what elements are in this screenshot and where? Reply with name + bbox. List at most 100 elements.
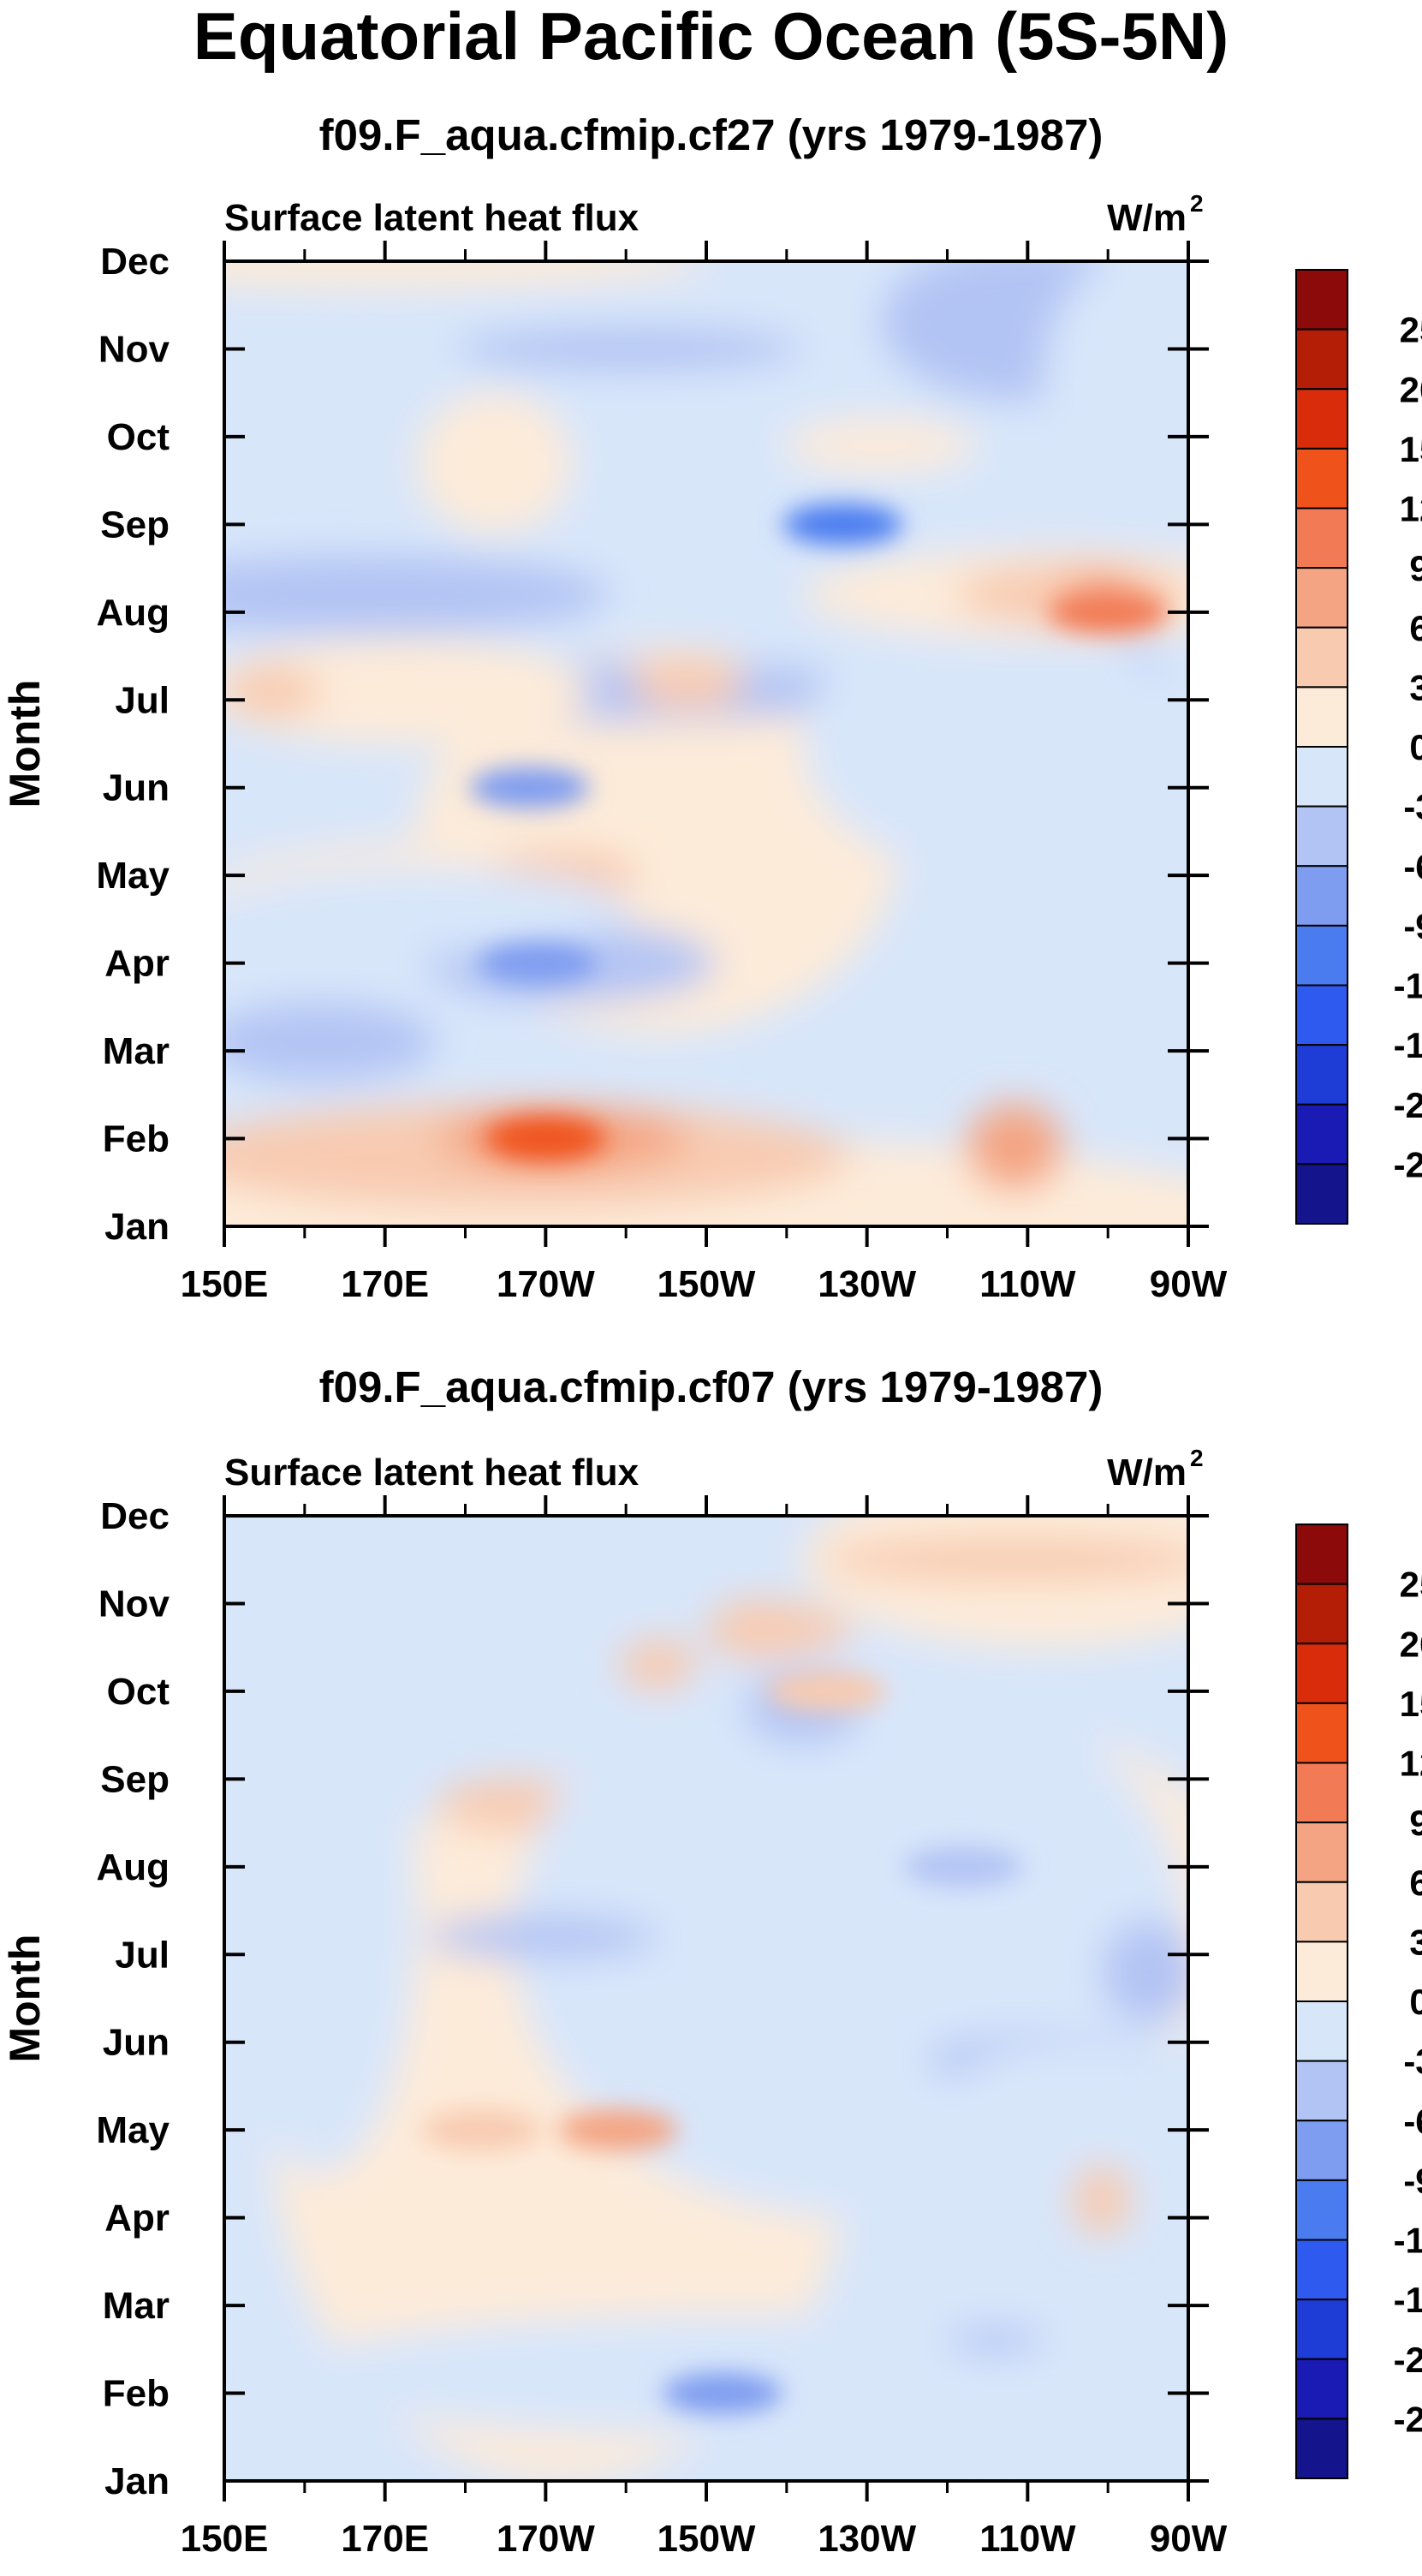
panel-1-title: f09.F_aqua.cfmip.cf27 (yrs 1979-1987) bbox=[318, 110, 1104, 159]
y-axis-label: Month bbox=[1, 1935, 49, 2063]
colorbar-label: 15 bbox=[1400, 1684, 1422, 1724]
contour-region bbox=[956, 2042, 1188, 2131]
x-tick-label: 130W bbox=[818, 2518, 916, 2560]
left-string: Surface latent heat flux bbox=[224, 1452, 640, 1494]
y-tick-label: Feb bbox=[103, 2373, 170, 2415]
panel-1-contour-field bbox=[224, 261, 1188, 1226]
y-tick-label: Jun bbox=[103, 2022, 170, 2064]
colorbar-swatch bbox=[1295, 1643, 1348, 1704]
colorbar-label: -6 bbox=[1403, 2101, 1422, 2141]
colorbar-swatch bbox=[1295, 746, 1348, 808]
colorbar-swatch bbox=[1295, 2179, 1348, 2241]
x-tick-label: 90W bbox=[1150, 1263, 1228, 1305]
colorbar-label: -15 bbox=[1394, 1025, 1422, 1065]
colorbar-swatch bbox=[1295, 2120, 1348, 2181]
y-axis-label: Month bbox=[1, 680, 49, 808]
contour-region bbox=[368, 1516, 658, 1631]
y-tick-label: May bbox=[96, 2109, 170, 2151]
colorbar-swatch bbox=[1295, 626, 1348, 689]
colorbar-label: 20 bbox=[1400, 369, 1422, 409]
x-tick-label: 90W bbox=[1150, 2518, 1228, 2560]
x-tick-label: 150W bbox=[657, 2518, 756, 2560]
contour-region bbox=[1101, 1919, 1188, 2025]
colorbar-swatch bbox=[1295, 2299, 1348, 2360]
y-tick-label: Dec bbox=[100, 1495, 170, 1537]
contour-region bbox=[224, 665, 321, 718]
contour-extremum bbox=[782, 504, 903, 546]
colorbar: 25 20 15 12 9 6 3 0 -3 -6 -9 -12 -15 -20 -25 bbox=[1295, 1524, 1422, 2479]
contour-region bbox=[465, 384, 1140, 542]
colorbar-swatch bbox=[1295, 1163, 1348, 1225]
colorbar-label: -15 bbox=[1394, 2280, 1422, 2320]
contour-extremum bbox=[421, 2109, 542, 2151]
panel-2: Jan Feb Mar Apr May Jun Jul Aug Sep Oct Nov Dec 150E… bbox=[1, 1445, 1422, 2560]
y-tick-label: Jun bbox=[103, 767, 170, 809]
y-tick-label: Aug bbox=[96, 592, 170, 634]
colorbar-swatch bbox=[1295, 2358, 1348, 2420]
y-tick-label: Jan bbox=[104, 2460, 170, 2502]
x-tick-label: 110W bbox=[979, 1263, 1076, 1305]
x-tick-label: 110W bbox=[979, 2518, 1076, 2560]
colorbar-label: 0 bbox=[1409, 1982, 1422, 2022]
colorbar-swatch bbox=[1295, 984, 1348, 1046]
contour-region bbox=[947, 2327, 1044, 2354]
figure-title: Equatorial Pacific Ocean (5S-5N) bbox=[193, 0, 1229, 74]
y-tick-label: Dec bbox=[100, 241, 170, 283]
y-tick-label: Jan bbox=[104, 1206, 170, 1248]
colorbar-swatch bbox=[1295, 388, 1348, 450]
colorbar-swatch bbox=[1295, 805, 1348, 868]
colorbar-swatch bbox=[1295, 269, 1348, 331]
panel-1: Jan Feb Mar Apr May Jun Jul Aug Sep Oct Nov Dec 150E… bbox=[1, 190, 1422, 1305]
colorbar-label: 6 bbox=[1409, 1863, 1422, 1903]
x-tick-label: 150E bbox=[181, 1263, 269, 1305]
contour-region bbox=[783, 419, 977, 472]
colorbar-label: 12 bbox=[1400, 1744, 1422, 1784]
y-tick-label: Oct bbox=[107, 416, 170, 458]
y-tick-label: May bbox=[96, 855, 170, 897]
colorbar-label: -25 bbox=[1394, 2399, 1422, 2439]
contour-region bbox=[224, 555, 610, 635]
colorbar-label: 0 bbox=[1409, 727, 1422, 767]
colorbar-label: 20 bbox=[1400, 1624, 1422, 1664]
panel-2-contour-field bbox=[224, 1516, 1188, 2481]
contour-extremum bbox=[766, 1670, 887, 1712]
colorbar-swatch bbox=[1295, 447, 1348, 510]
y-tick-label: Nov bbox=[98, 1583, 170, 1625]
colorbar-label: 3 bbox=[1409, 1922, 1422, 1962]
y-tick-label: Jul bbox=[115, 1934, 170, 1976]
colorbar-swatch bbox=[1295, 1822, 1348, 1883]
contour-extremum bbox=[469, 766, 590, 808]
right-string: W/m bbox=[1107, 197, 1187, 239]
colorbar: 25 20 15 12 9 6 3 0 -3 -6 -9 -12 -15 -20 -25 bbox=[1295, 269, 1422, 1225]
x-tick-label: 150W bbox=[657, 1263, 756, 1305]
colorbar-label: -12 bbox=[1394, 2221, 1422, 2261]
contour-extremum bbox=[662, 2372, 782, 2414]
x-tick-label: 170W bbox=[497, 1263, 595, 1305]
colorbar-label: 9 bbox=[1409, 548, 1422, 588]
colorbar-label: 25 bbox=[1400, 310, 1422, 350]
contour-region bbox=[802, 611, 1188, 876]
y-tick-label: Apr bbox=[104, 943, 170, 985]
contour-region bbox=[1044, 261, 1188, 516]
colorbar-swatch bbox=[1295, 1702, 1348, 1764]
contour-region bbox=[967, 1103, 1063, 1192]
colorbar-swatch bbox=[1295, 2001, 1348, 2062]
colorbar-swatch bbox=[1295, 1762, 1348, 1824]
y-tick-label: Apr bbox=[104, 2197, 170, 2239]
colorbar-swatch bbox=[1295, 1524, 1348, 1585]
colorbar-label: 6 bbox=[1409, 608, 1422, 648]
colorbar-label: 15 bbox=[1400, 429, 1422, 469]
colorbar-label: -12 bbox=[1394, 966, 1422, 1006]
contour-region bbox=[619, 1638, 697, 1691]
colorbar-swatch bbox=[1295, 1583, 1348, 1645]
right-string-sup: 2 bbox=[1190, 1445, 1204, 1471]
panel-2-title: f09.F_aqua.cfmip.cf07 (yrs 1979-1987) bbox=[318, 1363, 1104, 1411]
colorbar-label: -25 bbox=[1394, 1144, 1422, 1184]
y-tick-label: Aug bbox=[96, 1846, 170, 1888]
contour-extremum bbox=[1048, 591, 1169, 633]
contour-region bbox=[1072, 2165, 1131, 2236]
colorbar-label: -20 bbox=[1394, 1085, 1422, 1125]
colorbar-label: 25 bbox=[1400, 1565, 1422, 1605]
colorbar-label: -3 bbox=[1403, 787, 1422, 827]
